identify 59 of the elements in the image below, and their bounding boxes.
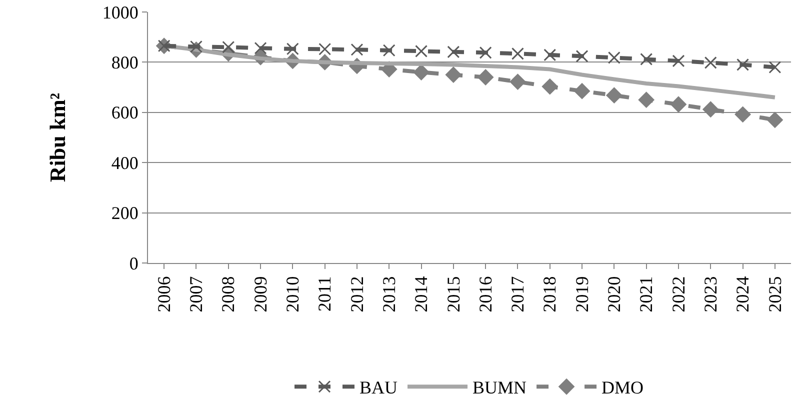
legend-label: BAU <box>360 378 398 398</box>
point <box>511 47 524 60</box>
x-tick-label: 2014 <box>411 276 432 312</box>
y-tick-label: 600 <box>111 102 138 123</box>
y-tick-label: 200 <box>111 203 138 224</box>
point <box>702 101 719 118</box>
x-tick-label: 2008 <box>218 276 238 312</box>
point <box>736 58 750 71</box>
x-tick-label: 2016 <box>475 276 496 312</box>
point <box>608 51 620 64</box>
point <box>446 66 462 83</box>
x-tick-label: 2022 <box>668 276 688 312</box>
x-tick-label: 2009 <box>250 276 270 312</box>
point <box>734 106 751 122</box>
point <box>415 44 428 58</box>
y-tick-label: 0 <box>129 253 138 274</box>
x-tick-label: 2013 <box>378 276 399 312</box>
x-tick-label: 2024 <box>732 276 753 312</box>
x-tick-label: 2019 <box>572 276 592 312</box>
point <box>254 42 267 54</box>
x-tick-label: 2006 <box>154 276 174 312</box>
x-tick-label: 2018 <box>540 276 560 312</box>
point <box>638 92 654 108</box>
point <box>479 46 492 59</box>
point <box>413 64 430 80</box>
x-tick-label: 2010 <box>282 276 303 312</box>
point <box>544 48 556 62</box>
point <box>382 44 396 57</box>
point <box>768 60 782 74</box>
y-axis-title: Ribu km² <box>45 92 70 182</box>
y-tick-label: 400 <box>111 152 138 173</box>
point <box>447 46 460 58</box>
point <box>767 112 783 128</box>
x-tick-label: 2020 <box>604 276 624 312</box>
x-tick-label: 2012 <box>346 276 367 312</box>
x-tick-label: 2025 <box>764 276 785 312</box>
point <box>672 54 685 68</box>
point <box>350 43 364 56</box>
point <box>606 87 622 104</box>
point <box>670 96 686 112</box>
point <box>704 56 717 69</box>
point <box>640 52 653 66</box>
point <box>576 50 588 62</box>
x-tick-label: 2015 <box>443 276 464 312</box>
point <box>574 83 590 99</box>
point <box>478 69 494 86</box>
x-tick-label: 2007 <box>186 276 206 312</box>
point <box>510 74 526 90</box>
legend-label: BUMN <box>472 378 527 398</box>
x-tick-label: 2011 <box>314 276 335 312</box>
y-tick-label: 800 <box>111 52 138 72</box>
y-tick-label: 1000 <box>102 2 138 22</box>
point <box>286 42 299 56</box>
point <box>542 78 558 94</box>
x-tick-label: 2023 <box>700 276 720 312</box>
point <box>318 42 332 56</box>
legend-label: DMO <box>602 378 644 398</box>
x-tick-label: 2017 <box>508 276 528 312</box>
x-tick-label: 2021 <box>636 276 656 312</box>
